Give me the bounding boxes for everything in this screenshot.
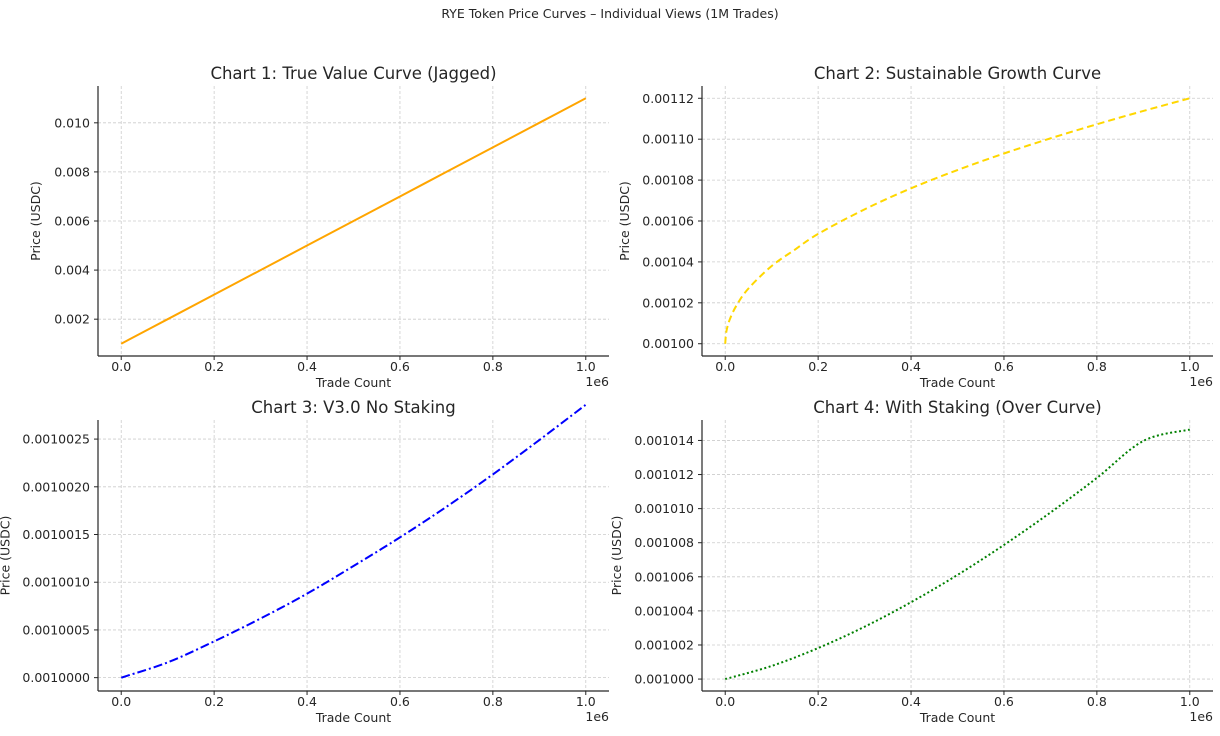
chart-title: Chart 3: V3.0 No Staking	[251, 398, 455, 417]
x-tick-label: 0.8	[483, 694, 503, 709]
x-tick-label: 0.4	[297, 359, 317, 374]
y-tick-label: 0.001008	[634, 535, 694, 550]
x-tick-label: 0.0	[111, 694, 131, 709]
chart-title: Chart 4: With Staking (Over Curve)	[813, 398, 1101, 417]
y-tick-label: 0.00106	[642, 214, 694, 229]
x-offset-label: 1e6	[585, 709, 609, 724]
x-tick-label: 0.8	[1087, 694, 1107, 709]
y-tick-label: 0.004	[54, 263, 90, 278]
y-tick-label: 0.0010005	[22, 622, 90, 637]
x-tick-label: 0.0	[715, 359, 735, 374]
y-tick-label: 0.00102	[642, 295, 694, 310]
y-tick-label: 0.00104	[642, 254, 694, 269]
figure-suptitle: RYE Token Price Curves – Individual View…	[441, 6, 778, 21]
x-tick-label: 0.6	[994, 694, 1014, 709]
chart-3-panel: 0.0 0.2 0.4 0.6 0.8 1.0 0.0010000 0.0010005 0.00…	[0, 398, 609, 725]
y-tick-label: 0.00112	[642, 91, 694, 106]
y-tick-label: 0.0010000	[22, 670, 90, 685]
y-tick-label: 0.00100	[642, 336, 694, 351]
y-tick-label: 0.001014	[634, 433, 694, 448]
y-tick-label: 0.001000	[634, 672, 694, 687]
y-tick-label: 0.001012	[634, 467, 694, 482]
y-axis-label: Price (USDC)	[28, 181, 43, 261]
x-axis-label: Trade Count	[315, 710, 391, 725]
chart-2-panel: 0.0 0.2 0.4 0.6 0.8 1.0 0.00100 0.00102 0.00104 0…	[617, 64, 1213, 390]
x-tick-label: 1.0	[1180, 694, 1200, 709]
x-tick-label: 0.8	[483, 359, 503, 374]
x-tick-label: 0.6	[390, 694, 410, 709]
chart-1-panel: 0.0 0.2 0.4 0.6 0.8 1.0 0.002 0.004 0.006 0.008 0.…	[28, 64, 609, 390]
x-offset-label: 1e6	[1189, 709, 1213, 724]
y-tick-label: 0.0010020	[22, 479, 90, 494]
y-tick-label: 0.001010	[634, 501, 694, 516]
x-tick-label: 0.2	[808, 359, 828, 374]
chart-title: Chart 1: True Value Curve (Jagged)	[210, 64, 496, 83]
y-axis-label: Price (USDC)	[0, 516, 13, 596]
x-tick-label: 0.8	[1087, 359, 1107, 374]
y-axis-label: Price (USDC)	[609, 516, 624, 596]
x-offset-label: 1e6	[1189, 374, 1213, 389]
x-tick-label: 0.4	[901, 359, 921, 374]
y-tick-label: 0.0010015	[22, 527, 90, 542]
x-axis-label: Trade Count	[919, 710, 995, 725]
x-axis-label: Trade Count	[315, 375, 391, 390]
x-tick-label: 1.0	[576, 694, 596, 709]
x-tick-label: 0.0	[715, 694, 735, 709]
series-line	[120, 97, 587, 345]
x-offset-label: 1e6	[585, 374, 609, 389]
y-tick-label: 0.001006	[634, 569, 694, 584]
y-axis-label: Price (USDC)	[617, 181, 632, 261]
y-tick-label: 0.00108	[642, 173, 694, 188]
y-tick-label: 0.008	[54, 164, 90, 179]
x-tick-label: 1.0	[1180, 359, 1200, 374]
y-tick-label: 0.0010025	[22, 432, 90, 447]
y-tick-label: 0.010	[54, 115, 90, 130]
y-tick-label: 0.002	[54, 312, 90, 327]
series-line	[724, 428, 1191, 681]
x-axis-label: Trade Count	[919, 375, 995, 390]
x-tick-label: 0.2	[808, 694, 828, 709]
chart-4-panel: 0.0 0.2 0.4 0.6 0.8 1.0 0.001000 0.001002 0.0010…	[609, 398, 1213, 725]
x-tick-label: 0.4	[297, 694, 317, 709]
y-tick-label: 0.006	[54, 214, 90, 229]
x-tick-label: 0.0	[111, 359, 131, 374]
chart-title: Chart 2: Sustainable Growth Curve	[814, 64, 1101, 83]
series-line	[120, 403, 587, 679]
x-tick-label: 1.0	[576, 359, 596, 374]
y-tick-label: 0.00110	[642, 132, 694, 147]
x-tick-label: 0.2	[204, 359, 224, 374]
y-tick-label: 0.0010010	[22, 575, 90, 590]
y-tick-label: 0.001002	[634, 637, 694, 652]
x-tick-label: 0.2	[204, 694, 224, 709]
x-tick-label: 0.6	[994, 359, 1014, 374]
x-tick-label: 0.6	[390, 359, 410, 374]
x-tick-label: 0.4	[901, 694, 921, 709]
y-tick-label: 0.001004	[634, 603, 694, 618]
